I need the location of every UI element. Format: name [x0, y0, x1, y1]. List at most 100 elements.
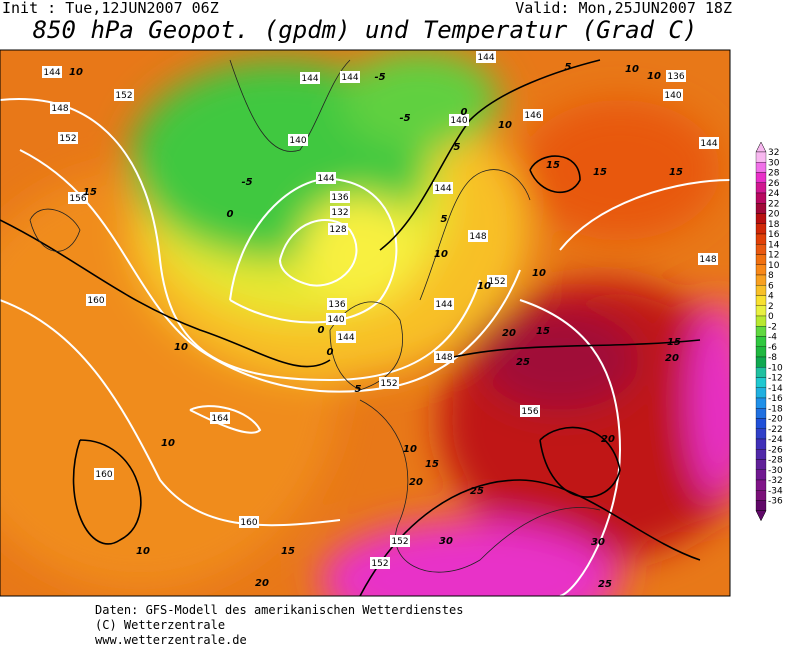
geopotential-label: 160: [240, 518, 257, 528]
geopotential-label-box: [340, 71, 360, 83]
geopotential-label: 128: [329, 225, 346, 235]
colorbar-label: 14: [768, 240, 780, 250]
colorbar-label: 26: [768, 179, 780, 189]
temperature-label: 15: [667, 337, 681, 348]
colorbar-label: -24: [768, 435, 783, 445]
footer-source: Daten: GFS-Modell des amerikanischen Wet…: [95, 603, 463, 617]
colorbar-swatch: [755, 233, 767, 245]
temperature-label: 15: [669, 167, 683, 178]
colorbar-swatch: [755, 418, 767, 429]
colorbar-swatch: [755, 295, 767, 306]
geopotential-label: 152: [488, 277, 505, 287]
temperature-label: 5: [565, 62, 572, 73]
temperature-label: 20: [255, 578, 269, 589]
colorbar-swatch: [755, 315, 767, 327]
colorbar-swatch: [755, 285, 767, 296]
colorbar: 32302826242220181614121086420-2-4-6-8-10…: [755, 141, 783, 522]
colorbar-swatch: [755, 438, 767, 450]
geopotential-label: 136: [331, 193, 348, 203]
geopotential-label: 152: [380, 379, 397, 389]
colorbar-swatch: [755, 500, 767, 511]
colorbar-label: -4: [768, 333, 777, 343]
temperature-label: 10: [403, 444, 417, 455]
colorbar-label: -14: [768, 384, 783, 394]
geopotential-label: 136: [328, 300, 345, 310]
geopotential-label: 132: [331, 208, 348, 218]
geopotential-label-box: [239, 516, 259, 528]
geopotential-label-box: [94, 468, 114, 480]
geopotential-label: 144: [337, 333, 354, 343]
geopotential-label: 140: [289, 136, 306, 146]
geopotential-label: 144: [341, 73, 358, 83]
geopotential-label: 148: [51, 104, 68, 114]
temperature-label: 10: [477, 281, 491, 292]
geopotential-label-box: [520, 405, 540, 417]
colorbar-label: 2: [768, 302, 774, 312]
geopotential-label: 140: [450, 116, 467, 126]
temperature-label: -5: [241, 177, 252, 188]
geopotential-label: 144: [301, 74, 318, 84]
geopotential-label-box: [434, 351, 454, 363]
geopotential-label-box: [300, 72, 320, 84]
geopotential-label-box: [50, 102, 70, 114]
colorbar-swatch: [755, 346, 767, 358]
temperature-contours: [0, 59, 701, 596]
temperature-label: 10: [174, 342, 188, 353]
geopotential-label-box: [336, 331, 356, 343]
temperature-label: 20: [502, 328, 516, 339]
geopotential-label-box: [328, 223, 348, 235]
geopotential-label: 146: [524, 111, 541, 121]
geopotential-label-box: [68, 192, 88, 204]
colorbar-swatch: [755, 162, 767, 173]
colorbar-swatch: [755, 377, 767, 388]
colorbar-swatch: [755, 151, 767, 163]
colorbar-label: 0: [768, 312, 774, 322]
geopotential-label: 152: [371, 559, 388, 569]
geopotential-label-box: [390, 535, 410, 547]
colorbar-label: -30: [768, 466, 783, 476]
colorbar-label: 22: [768, 199, 779, 209]
geopotential-label-box: [326, 313, 346, 325]
colorbar-label: 18: [768, 220, 780, 230]
geopotential-label: 156: [521, 407, 538, 417]
geopotential-label-box: [699, 137, 719, 149]
valid-time: Valid: Mon,25JUN2007 18Z: [515, 0, 732, 17]
colorbar-swatch: [755, 182, 767, 194]
temperature-label: 10: [647, 71, 661, 82]
geopotential-label-box: [698, 253, 718, 265]
colorbar-swatch: [755, 387, 767, 399]
geopotential-label: 148: [435, 353, 452, 363]
colorbar-label: -26: [768, 445, 783, 455]
temperature-label: 10: [434, 249, 448, 260]
colorbar-label: 30: [768, 158, 780, 168]
colorbar-label: -12: [768, 374, 783, 384]
colorbar-swatch: [755, 428, 767, 440]
temperature-label: -5: [399, 113, 410, 124]
temperature-label: 25: [598, 579, 612, 590]
geopotential-label-box: [288, 134, 308, 146]
geopotential-label: 152: [59, 134, 76, 144]
footer-url: www.wetterzentrale.de: [95, 633, 247, 647]
temperature-label: 20: [601, 434, 615, 445]
temperature-label: 25: [470, 486, 484, 497]
colorbar-swatch: [755, 203, 767, 214]
geopotential-label: 148: [699, 255, 716, 265]
temperature-label: 10: [532, 268, 546, 279]
geopotential-label: 152: [115, 91, 132, 101]
geopotential-label-box: [58, 132, 78, 144]
geopotential-label: 140: [327, 315, 344, 325]
temperature-label: 5: [355, 384, 362, 395]
colorbar-label: -2: [768, 322, 777, 332]
geopotential-label: 144: [434, 184, 451, 194]
geopotential-label: 144: [700, 139, 717, 149]
footer-copyright: (C) Wetterzentrale: [95, 618, 225, 632]
geopotential-label: 144: [43, 68, 60, 78]
colorbar-swatch: [755, 367, 767, 378]
temperature-label: 10: [498, 120, 512, 131]
temperature-label: 15: [593, 167, 607, 178]
geopotential-label: 164: [211, 414, 228, 424]
colorbar-swatch: [755, 326, 767, 337]
temperature-label: 30: [439, 536, 453, 547]
colorbar-swatch: [755, 469, 767, 481]
